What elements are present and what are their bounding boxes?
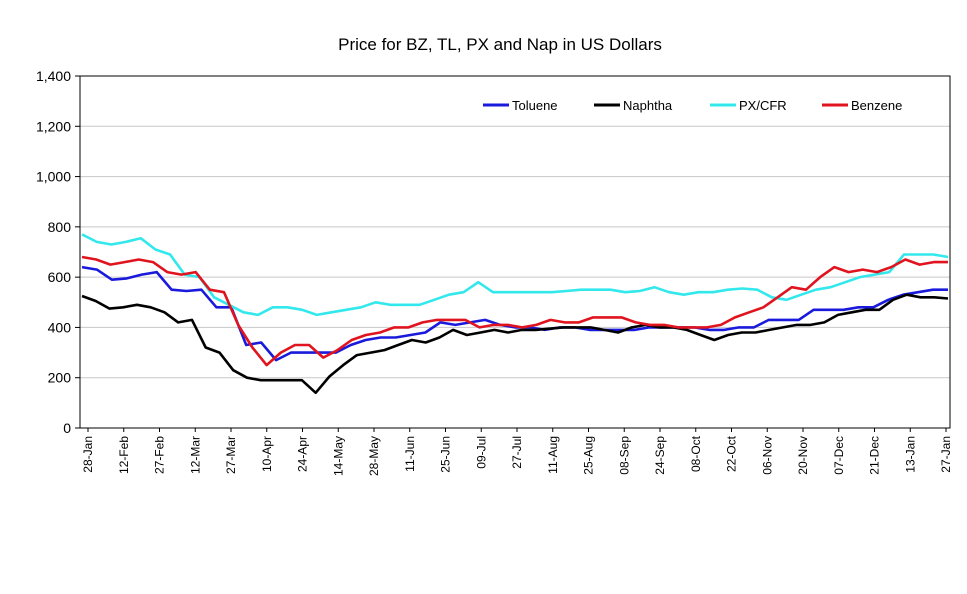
legend-label: Naphtha — [623, 98, 673, 113]
x-tick-label: 27-Mar — [224, 436, 238, 474]
x-tick-label: 22-Oct — [725, 435, 739, 472]
y-tick-label: 1,400 — [36, 68, 71, 84]
x-tick-label: 24-Apr — [296, 436, 310, 472]
x-tick-label: 20-Nov — [796, 436, 810, 475]
chart-title: Price for BZ, TL, PX and Nap in US Dolla… — [338, 35, 662, 54]
x-tick-label: 24-Sep — [653, 436, 667, 475]
x-tick-label: 07-Dec — [832, 436, 846, 475]
x-tick-label: 27-Feb — [153, 436, 167, 474]
series-lines — [81, 233, 949, 395]
x-tick-label: 25-Jun — [439, 436, 453, 473]
legend-label: Benzene — [851, 98, 902, 113]
x-tick-label: 25-Aug — [582, 436, 596, 475]
x-tick-label: 27-Jul — [510, 436, 524, 469]
axes: 0 200 400 600 800 1,000 1,200 1,400 28-Jan 12-Feb… — [36, 68, 953, 476]
y-tick-label: 1,000 — [36, 169, 71, 185]
x-tick-label: 14-May — [331, 436, 345, 476]
x-tick-label: 27-Jan — [939, 436, 953, 473]
series-line-px-cfr — [81, 233, 949, 317]
x-tick-label: 11-Jun — [403, 436, 417, 472]
plot-border — [79, 75, 951, 429]
x-tick-label: 10-Apr — [260, 436, 274, 472]
legend: Toluene Naphtha PX/CFR Benzene — [483, 98, 902, 113]
legend-label: Toluene — [512, 98, 558, 113]
x-tick-label: 08-Oct — [689, 435, 703, 472]
y-tick-label: 400 — [48, 319, 72, 335]
series-line-naphtha — [81, 293, 949, 395]
y-tick-label: 1,200 — [36, 118, 71, 134]
series-line-benzene — [81, 255, 948, 367]
x-tick-label: 08-Sep — [617, 436, 631, 475]
x-tick-label: 12-Feb — [117, 436, 131, 474]
x-tick-label: 21-Dec — [868, 436, 882, 475]
y-tick-label: 0 — [63, 420, 71, 436]
plot-area — [80, 76, 950, 428]
x-tick-label: 09-Jul — [474, 436, 488, 469]
legend-label: PX/CFR — [739, 98, 787, 113]
x-tick-label: 28-May — [367, 436, 381, 476]
x-tick-label: 12-Mar — [188, 436, 202, 474]
y-tick-label: 200 — [48, 370, 72, 386]
x-tick-label: 13-Jan — [903, 436, 917, 473]
y-tick-label: 800 — [48, 219, 72, 235]
y-tick-label: 600 — [48, 269, 72, 285]
x-tick-label: 11-Aug — [546, 436, 560, 474]
x-tick-label: 06-Nov — [760, 436, 774, 475]
x-tick-label: 28-Jan — [81, 436, 95, 473]
